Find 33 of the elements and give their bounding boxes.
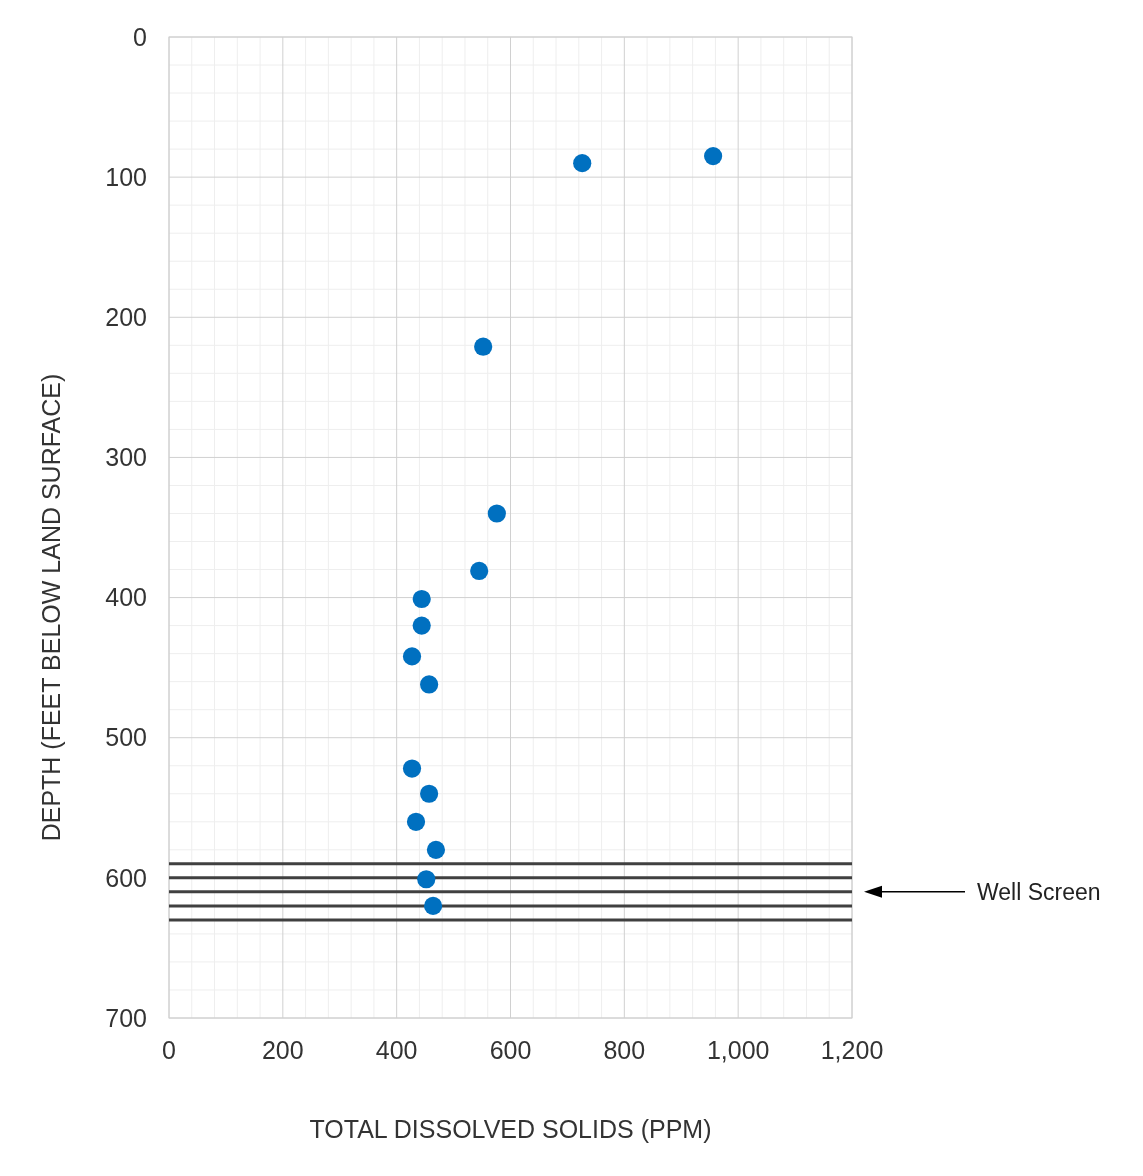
point bbox=[704, 147, 723, 166]
x-tick-label: 400 bbox=[375, 1035, 418, 1064]
point bbox=[402, 647, 422, 666]
y-tick-label: 0 bbox=[133, 22, 147, 51]
point bbox=[402, 759, 422, 778]
point bbox=[487, 504, 506, 523]
x-tick-label: 0 bbox=[162, 1035, 176, 1064]
point bbox=[474, 337, 493, 356]
point bbox=[420, 675, 439, 694]
point bbox=[470, 561, 489, 581]
point bbox=[573, 154, 592, 173]
point bbox=[417, 870, 436, 889]
y-tick-label: 300 bbox=[105, 443, 147, 472]
x-tick-label: 600 bbox=[489, 1035, 532, 1064]
point bbox=[406, 812, 426, 831]
y-tick-label: 400 bbox=[105, 583, 147, 612]
point bbox=[412, 616, 431, 635]
y-tick-label: 100 bbox=[105, 162, 147, 191]
y-tick-label: 200 bbox=[105, 303, 147, 332]
ref-line-label: Well Screen bbox=[977, 878, 1101, 905]
point bbox=[412, 589, 431, 609]
x-tick-label: 200 bbox=[261, 1035, 304, 1064]
x-tick-label: 800 bbox=[603, 1035, 646, 1064]
y-tick-label: 700 bbox=[105, 1003, 147, 1032]
x-tick-label: 1,200 bbox=[820, 1035, 884, 1064]
point bbox=[424, 896, 443, 915]
point bbox=[420, 784, 439, 803]
y-axis-title: DEPTH (FEET BELOW LAND SURFACE) bbox=[37, 373, 65, 842]
x-tick-label: 1,000 bbox=[706, 1035, 770, 1064]
x-axis-title: TOTAL DISSOLVED SOLIDS (PPM) bbox=[309, 1115, 712, 1143]
y-tick-label: 600 bbox=[105, 863, 147, 892]
y-tick-label: 500 bbox=[105, 723, 147, 752]
point bbox=[426, 840, 446, 859]
